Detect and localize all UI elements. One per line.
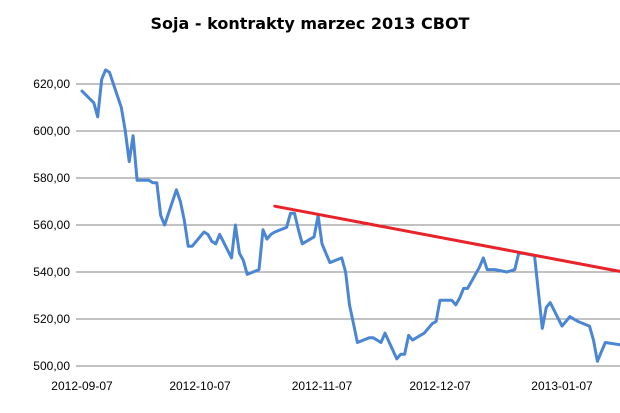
- y-tick-label: 620,00: [33, 77, 70, 91]
- series-line: [80, 68, 620, 363]
- trendline: [273, 204, 620, 273]
- y-tick-label: 500,00: [33, 359, 70, 373]
- x-tick-label: 2013-01-07: [531, 379, 593, 393]
- y-tick-label: 600,00: [33, 124, 70, 138]
- x-tick-label: 2012-12-07: [409, 379, 471, 393]
- x-tick-label: 2012-10-07: [169, 379, 231, 393]
- y-tick-label: 580,00: [33, 171, 70, 185]
- x-tick-label: 2012-09-07: [51, 379, 113, 393]
- x-tick-label: 2012-11-07: [292, 379, 353, 393]
- y-tick-label: 540,00: [33, 265, 70, 279]
- y-tick-label: 560,00: [33, 218, 70, 232]
- y-tick-label: 520,00: [33, 312, 70, 326]
- chart-title: Soja - kontrakty marzec 2013 CBOT: [150, 14, 470, 33]
